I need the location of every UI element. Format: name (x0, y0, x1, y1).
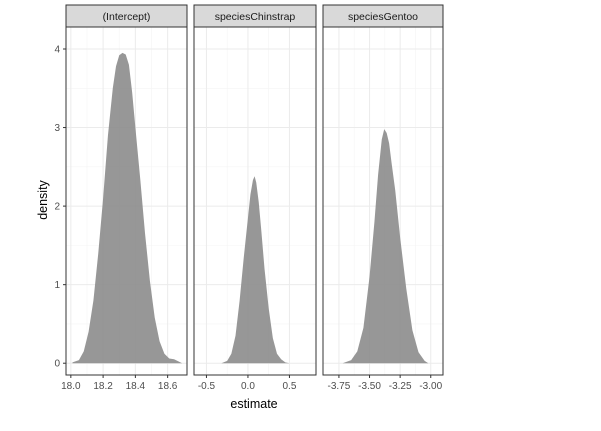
panel-2: speciesChinstrap -0.5 0.0 0.5 (193, 4, 317, 392)
density-area-2 (221, 176, 290, 364)
x-tick-label: 18.4 (126, 381, 146, 392)
panel-1: (Intercept) 18.0 18.2 18.4 18.6 (61, 4, 188, 392)
x-tick-label: 18.2 (93, 381, 113, 392)
y-tick-label: 0 (54, 359, 60, 370)
x-tick-label: 0.0 (241, 381, 255, 392)
y-tick-label: 4 (54, 44, 60, 55)
x-tick-label: 18.6 (158, 381, 178, 392)
facet-strip-label: (Intercept) (103, 11, 151, 23)
density-area-3 (342, 129, 429, 364)
y-axis: 0 1 2 3 4 (54, 44, 66, 370)
x-tick-label: -3.75 (328, 381, 351, 392)
y-tick-label: 1 (54, 280, 60, 291)
x-tick-label: -3.00 (419, 381, 442, 392)
y-axis-title: density (36, 179, 50, 219)
x-tick-label: 18.0 (61, 381, 81, 392)
x-tick-label: -3.50 (358, 381, 381, 392)
panel-3: speciesGentoo -3.75 -3.50 -3.25 -3.00 (322, 4, 444, 392)
y-tick-label: 2 (54, 202, 60, 213)
facet-strip-label: speciesGentoo (348, 11, 418, 23)
x-tick-label: 0.5 (282, 381, 296, 392)
facet-strip (322, 4, 444, 28)
density-area-1 (72, 52, 183, 364)
x-axis-title: estimate (230, 397, 277, 411)
facet-strip-label: speciesChinstrap (215, 11, 296, 23)
x-tick-label: -0.5 (198, 381, 216, 392)
facet-strip (65, 4, 188, 28)
x-tick-label: -3.25 (389, 381, 412, 392)
y-tick-label: 3 (54, 123, 60, 134)
facet-strip (193, 4, 317, 28)
facet-panels: (Intercept) 18.0 18.2 18.4 18.6 speciesChinst… (61, 4, 444, 392)
